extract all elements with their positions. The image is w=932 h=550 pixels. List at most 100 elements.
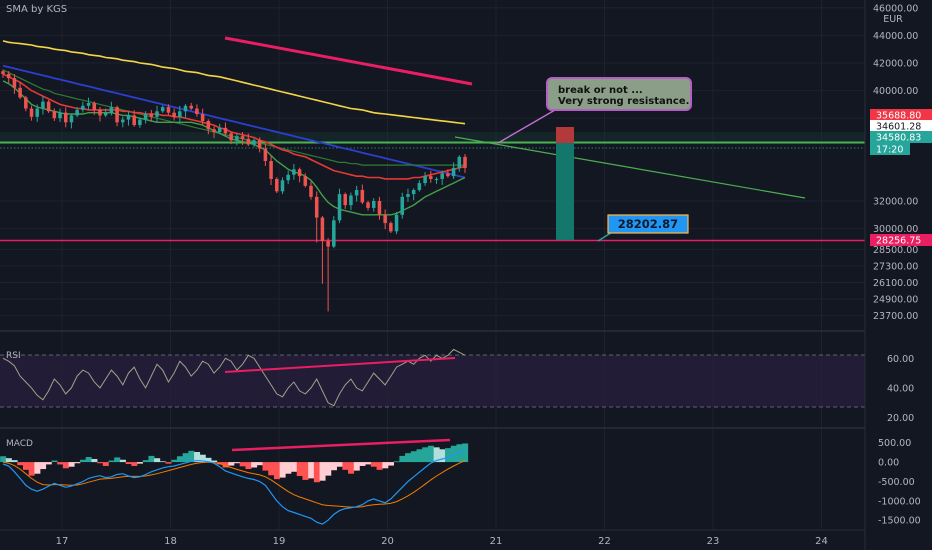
- price-tick-23700.00: 23700.00: [873, 311, 918, 322]
- chart-title: SMA by KGS: [6, 4, 67, 15]
- macd-bar: [245, 462, 252, 470]
- macd-bar: [62, 462, 69, 469]
- rsi-tick-20.00: 20.00: [887, 413, 914, 424]
- rsi-pane[interactable]: RSI: [0, 330, 865, 408]
- candle-body: [160, 107, 165, 112]
- tag-top-red: 35688.80: [876, 111, 921, 122]
- candle-body: [12, 78, 17, 88]
- x-tick-22: 22: [598, 536, 611, 547]
- tag-support-bg: [870, 234, 932, 246]
- price-tick-24900.00: 24900.00: [873, 295, 918, 306]
- tag-green: 34580.83: [876, 133, 921, 144]
- macd-bar: [222, 462, 229, 468]
- candle-body: [6, 74, 11, 79]
- candle-body: [286, 174, 290, 181]
- candle-body: [18, 87, 22, 98]
- candle-body: [309, 185, 313, 197]
- macd-bar: [330, 462, 337, 471]
- candle-body: [35, 108, 39, 117]
- candle-body: [103, 112, 108, 116]
- macd-bar: [159, 461, 166, 463]
- tag-countdown-bg: [870, 143, 910, 155]
- trend-line-magenta[interactable]: [224, 36, 473, 86]
- macd-bar: [17, 462, 24, 466]
- candle-body: [303, 176, 308, 186]
- rsi-divergence-line[interactable]: [224, 357, 456, 373]
- candle-body: [212, 129, 216, 132]
- tag-support: 28256.75: [876, 236, 921, 247]
- macd-bar: [422, 447, 429, 463]
- position-target-zone[interactable]: [556, 143, 574, 240]
- candle-body: [229, 133, 233, 141]
- macd-pane[interactable]: MACD: [0, 427, 865, 525]
- macd-bar: [114, 457, 121, 463]
- callout-box[interactable]: [546, 77, 692, 111]
- macd-bar: [40, 462, 47, 470]
- macd-bar: [51, 460, 58, 463]
- time-axis[interactable]: 17 18 19 20 21 22 23 24: [56, 536, 828, 547]
- target-label-box[interactable]: [607, 214, 689, 234]
- candle-body: [29, 108, 34, 117]
- macd-bar: [171, 459, 178, 463]
- candle-body: [451, 167, 456, 177]
- macd-tick-0.00: 0.00: [878, 458, 899, 469]
- candle-body: [326, 241, 330, 247]
- rsi-tick-40.00: 40.00: [887, 383, 914, 394]
- macd-bar: [142, 460, 149, 463]
- price-tick-40000.00: 40000.00: [873, 86, 918, 97]
- candle-body: [246, 138, 251, 145]
- candle-body: [383, 214, 387, 224]
- position-stop-zone[interactable]: [556, 127, 574, 143]
- macd-bar: [194, 452, 201, 463]
- macd-bar: [313, 462, 320, 483]
- price-scale[interactable]: EUR: [864, 0, 903, 550]
- candle-body: [269, 160, 273, 179]
- macd-bar: [376, 462, 383, 470]
- macd-bar: [119, 459, 126, 463]
- macd-bar: [0, 456, 7, 463]
- macd-bar: [234, 462, 241, 464]
- macd-bar: [382, 462, 389, 469]
- candle-body: [406, 194, 410, 197]
- macd-bar: [279, 462, 286, 478]
- macd-bar: [85, 457, 92, 463]
- rsi-band: [0, 355, 865, 407]
- macd-bar: [97, 462, 104, 464]
- macd-bar: [291, 462, 298, 472]
- price-tick-27300.00: 27300.00: [873, 261, 918, 272]
- trend-line-green[interactable]: [454, 136, 806, 199]
- candle-body: [400, 196, 405, 215]
- macd-bar: [182, 453, 189, 463]
- tag-top-red-bg: [870, 109, 932, 121]
- price-tick-30000.00: 30000.00: [873, 224, 918, 235]
- candle-body: [132, 115, 136, 126]
- macd-bar: [34, 462, 41, 474]
- macd-bar: [427, 445, 434, 463]
- macd-bar: [80, 459, 87, 463]
- macd-bar: [148, 455, 155, 463]
- candle-body: [92, 103, 97, 110]
- candle-body: [423, 176, 427, 184]
- candle-body: [440, 173, 444, 179]
- candle-body: [81, 105, 85, 110]
- candle-body: [263, 148, 268, 161]
- candle-body: [138, 119, 142, 126]
- candle-body: [434, 178, 439, 180]
- macd-bar: [416, 449, 423, 463]
- macd-divergence-line[interactable]: [231, 438, 451, 452]
- callout-line-1: break or not ...: [558, 85, 643, 96]
- tag-green-bg: [870, 131, 932, 143]
- macd-bar: [462, 443, 469, 463]
- macd-bar: [102, 462, 109, 466]
- macd-bar: [57, 462, 64, 465]
- macd-bar: [199, 454, 206, 463]
- candle-body: [126, 115, 131, 120]
- macd-bar: [445, 448, 452, 463]
- macd-signal-line: [2, 460, 466, 508]
- price-pane[interactable]: break or not ... Very strong resistance.…: [0, 4, 865, 312]
- candle-body: [52, 111, 57, 119]
- x-tick-18: 18: [164, 536, 177, 547]
- candle-body: [143, 114, 148, 120]
